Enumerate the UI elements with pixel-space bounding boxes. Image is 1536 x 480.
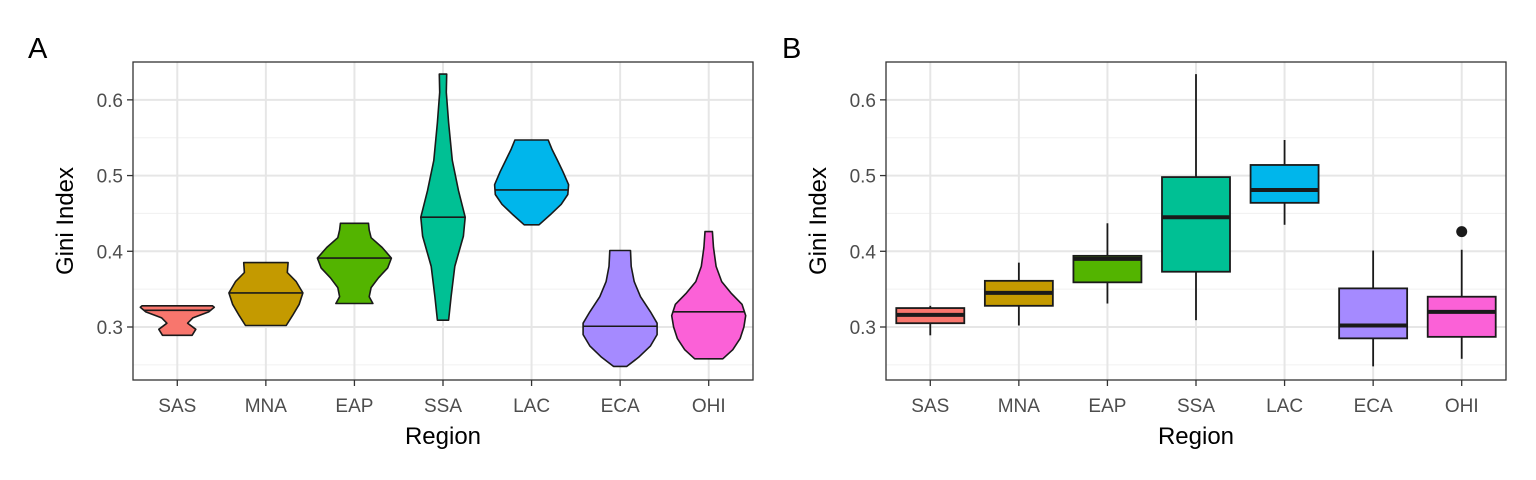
box-ssa [1161,74,1231,321]
panel-b-label: B [782,33,801,65]
y-tick-label: 0.4 [850,242,877,263]
box-eap [1072,223,1143,304]
x-tick-label: ECA [1354,396,1393,417]
violin-eap [316,222,393,305]
box-body [1161,176,1231,273]
y-tick-label: 0.6 [97,91,123,112]
box-mna [983,262,1054,326]
x-tick-label: EAP [1088,396,1126,417]
box-sas [895,305,966,336]
x-tick-label: MNA [245,396,288,417]
panel-a-y-axis: 0.3 0.4 0.5 0.6 [97,91,133,339]
x-tick-label: SSA [424,396,462,417]
violin-ssa [420,73,466,321]
panel-b-y-axis: 0.3 0.4 0.5 0.6 [850,91,886,339]
box-ohi [1426,226,1497,359]
y-tick-label: 0.5 [97,167,123,188]
violin-eca [582,249,658,368]
x-tick-label: SSA [1177,396,1215,417]
panel-a-x-axis-title: Region [405,423,481,450]
violin-sas [139,305,216,337]
box-body [1338,287,1409,340]
panel-b-boxes [895,74,1497,367]
panel-b-box-chart: B 0.3 0.4 0.5 0.6 SAS MNA EAP SSA LAC ECA OHI Reg… [782,33,1507,450]
y-tick-label: 0.6 [850,91,876,112]
x-tick-label: ECA [601,396,640,417]
panel-b-y-axis-title: Gini Index [805,167,832,275]
x-tick-label: EAP [335,396,373,417]
violin-lac [493,139,570,226]
box-body [1249,164,1320,204]
y-tick-label: 0.3 [850,318,876,339]
outlier-point [1456,226,1468,238]
violin-mna [228,261,304,327]
y-tick-label: 0.3 [97,318,123,339]
box-eca [1338,250,1409,367]
panel-a-x-axis: SAS MNA EAP SSA LAC ECA OHI [158,380,726,417]
x-tick-label: LAC [513,396,550,417]
x-tick-label: OHI [1445,396,1479,417]
x-tick-label: MNA [998,396,1041,417]
box-body [1426,295,1497,338]
box-lac [1249,139,1320,225]
panel-b-x-axis: SAS MNA EAP SSA LAC ECA OHI [911,380,1479,417]
y-tick-label: 0.5 [850,167,876,188]
panel-b-x-axis-title: Region [1158,423,1234,450]
panel-a-label: A [28,33,48,65]
x-tick-label: OHI [692,396,726,417]
x-tick-label: SAS [158,396,196,417]
panel-a-violins [139,73,747,368]
y-tick-label: 0.4 [97,242,124,263]
violin-ohi [670,230,747,360]
panel-a-violin-chart: A 0.3 0.4 0.5 0.6 SAS MNA EAP SSA LAC ECA OHI Reg… [28,33,754,450]
x-tick-label: LAC [1266,396,1303,417]
panel-a-y-axis-title: Gini Index [52,167,79,275]
x-tick-label: SAS [911,396,949,417]
